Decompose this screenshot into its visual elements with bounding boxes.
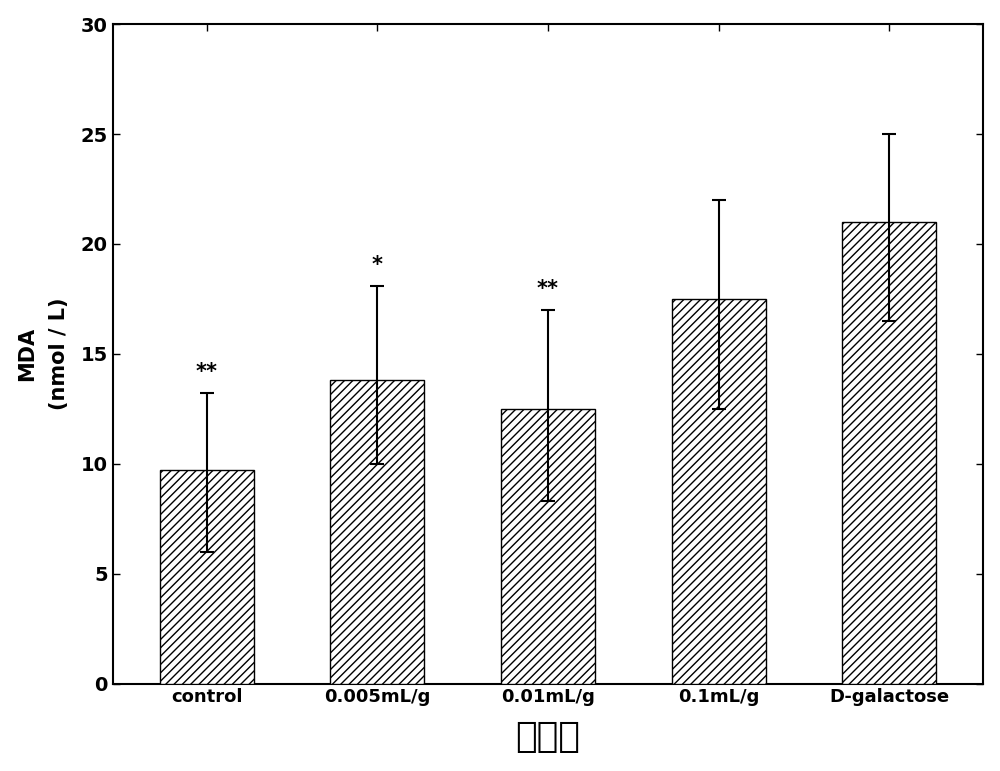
Text: *: * xyxy=(372,254,383,274)
Bar xyxy=(160,470,254,684)
X-axis label: 分　组: 分 组 xyxy=(516,720,580,754)
Text: **: ** xyxy=(537,279,559,299)
Bar xyxy=(842,222,936,684)
Bar xyxy=(672,299,766,684)
Bar xyxy=(501,409,595,684)
Text: **: ** xyxy=(196,362,218,382)
Y-axis label: MDA
(nmol / L): MDA (nmol / L) xyxy=(17,298,69,410)
Bar xyxy=(330,380,424,684)
